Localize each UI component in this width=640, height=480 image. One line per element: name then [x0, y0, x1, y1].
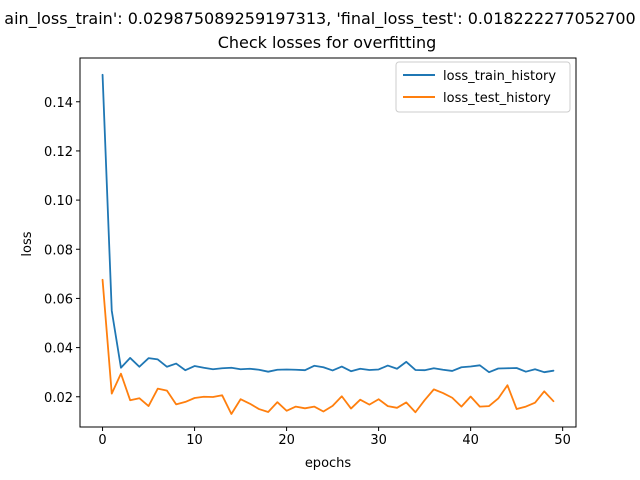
legend-frame	[395, 61, 571, 113]
y-tick-label: 0.12	[44, 145, 73, 160]
legend-label-train: loss_train_history	[443, 69, 556, 84]
x-tick-label: 30	[370, 433, 387, 448]
x-tick-label: 40	[462, 433, 479, 448]
series-line-loss_train_history	[101, 73, 555, 374]
y-tick-label: 0.02	[44, 391, 73, 406]
plot-area	[79, 57, 577, 428]
x-axis: 0 10 20 30 40 50	[98, 427, 571, 448]
y-tick-label: 0.06	[44, 292, 73, 307]
series-line-loss_test_history	[101, 278, 555, 415]
x-tick-label: 10	[186, 433, 203, 448]
chart-suptitle: ain_loss_train': 0.029875089259197313, '…	[4, 9, 635, 29]
y-tick-label: 0.10	[44, 194, 73, 209]
series-lines	[101, 73, 555, 415]
x-tick-label: 50	[554, 433, 571, 448]
x-axis-label: epochs	[305, 456, 352, 471]
x-tick-label: 20	[278, 433, 295, 448]
chart-title: Check losses for overfitting	[218, 33, 437, 52]
y-axis: 0.02 0.04 0.06 0.08 0.10 0.12 0.14	[44, 96, 80, 406]
y-tick-label: 0.08	[44, 243, 73, 258]
legend: loss_train_history loss_test_history	[395, 61, 571, 113]
y-tick-label: 0.04	[44, 342, 73, 357]
x-tick-label: 0	[98, 433, 106, 448]
y-tick-label: 0.14	[44, 96, 73, 111]
y-axis-label: loss	[20, 231, 35, 256]
legend-label-test: loss_test_history	[443, 91, 551, 106]
plot-frame	[79, 57, 577, 428]
